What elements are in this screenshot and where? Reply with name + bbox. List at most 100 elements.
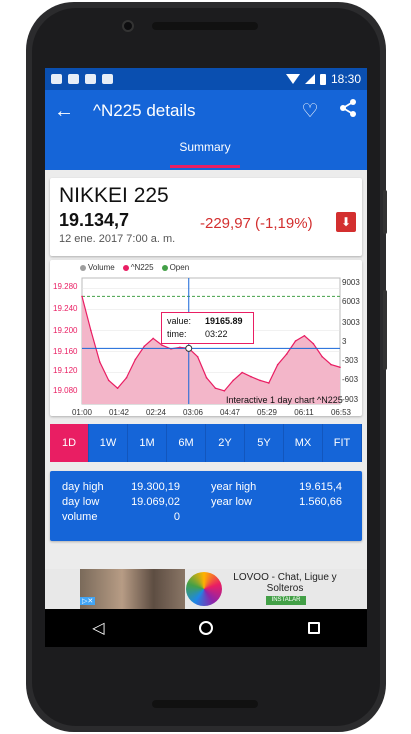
n225-point <box>312 342 315 345</box>
n225-point <box>161 344 163 346</box>
n225-point <box>205 376 208 379</box>
year-low-label: year low <box>211 496 252 508</box>
y-left-tick: 19.160 <box>53 347 78 356</box>
n225-point <box>232 379 235 382</box>
stats-card: day high 19.300,19 year high 19.615,4 da… <box>50 471 362 541</box>
app-notification-icon <box>102 74 113 84</box>
n225-point <box>134 358 137 361</box>
range-button-5y[interactable]: 5Y <box>245 424 284 462</box>
range-button-1m[interactable]: 1M <box>128 424 167 462</box>
y-left-tick: 19.200 <box>53 326 78 335</box>
index-name: NIKKEI 225 <box>59 184 169 207</box>
gmail-notification-icon <box>51 74 62 84</box>
stats-row: day high 19.300,19 year high 19.615,4 <box>62 481 350 496</box>
n225-point <box>116 387 119 390</box>
n225-point <box>107 379 110 382</box>
ad-choices-icon[interactable]: ▷✕ <box>80 597 96 605</box>
n225-point <box>196 355 199 358</box>
tab-summary[interactable]: Summary <box>179 140 231 154</box>
nav-recents-icon[interactable] <box>307 622 320 634</box>
y-right-tick: 6003 <box>342 297 360 306</box>
n225-point <box>241 371 243 374</box>
range-button-2y[interactable]: 2Y <box>206 424 245 462</box>
system-nav-bar: ◁ <box>45 609 367 647</box>
earpiece-speaker <box>152 22 258 30</box>
quote-date: 12 ene. 2017 7:00 a. m. <box>59 233 176 245</box>
chart-card[interactable]: Volume ^N225 Open 19.280 19.240 19.200 1… <box>50 260 362 417</box>
n225-point <box>339 366 341 369</box>
range-button-6m[interactable]: 6M <box>167 424 206 462</box>
share-icon-graphic <box>340 99 356 117</box>
n225-area <box>82 296 340 404</box>
n225-point <box>303 334 306 337</box>
n225-point <box>250 375 252 378</box>
year-high-value: 19.615,4 <box>299 481 342 493</box>
range-selector: 1D 1W 1M 6M 2Y 5Y MX FIT <box>50 424 362 462</box>
screen: 18:30 ← ^N225 details ♡ Summary NIKKEI 2… <box>45 68 367 647</box>
chart-tooltip: value: 19165.89 time: 03:22 <box>161 312 254 344</box>
price-chart[interactable] <box>50 260 362 416</box>
back-arrow-icon[interactable]: ← <box>54 99 74 122</box>
y-right-tick: -903 <box>342 395 359 404</box>
battery-icon <box>319 73 326 85</box>
x-tick: 03:06 <box>182 408 204 417</box>
range-button-fit[interactable]: FIT <box>323 424 362 462</box>
n225-point <box>285 353 288 355</box>
x-tick: 02:24 <box>145 408 167 417</box>
n225-point <box>143 345 146 348</box>
down-arrow-icon[interactable]: ⬇ <box>336 212 356 232</box>
nav-home-icon[interactable] <box>199 621 214 635</box>
quote-card: NIKKEI 225 19.134,7 -229,97 (-1,19%) 12 … <box>50 178 362 256</box>
status-time: 18:30 <box>330 72 361 86</box>
n225-point <box>81 295 83 298</box>
stats-row: day low 19.069,02 year low 1.560,66 <box>62 496 350 511</box>
y-left-tick: 19.240 <box>53 304 78 313</box>
crosshair-marker <box>185 344 193 352</box>
x-tick: 05:29 <box>256 408 278 417</box>
clipboard-notification-icon <box>85 74 96 84</box>
range-button-mx[interactable]: MX <box>284 424 323 462</box>
tooltip-value: 19165.89 <box>205 316 243 326</box>
year-low-value: 1.560,66 <box>299 496 342 508</box>
n225-point <box>276 363 279 366</box>
tooltip-time: 03:22 <box>205 329 228 339</box>
nav-back-icon[interactable]: ◁ <box>92 620 105 637</box>
volume-label: volume <box>62 511 98 523</box>
range-button-1w[interactable]: 1W <box>89 424 128 462</box>
n225-point <box>294 340 297 342</box>
signal-icon <box>304 74 315 84</box>
y-left-tick: 19.280 <box>53 282 78 291</box>
heart-icon[interactable]: ♡ <box>301 100 319 122</box>
tooltip-value-label: value: <box>167 316 192 326</box>
chart-caption: Interactive 1 day chart ^N225 <box>226 395 343 405</box>
day-high-value: 19.300,19 <box>131 481 180 493</box>
x-tick: 01:00 <box>71 408 93 417</box>
n225-point <box>90 329 92 332</box>
tab-indicator <box>170 165 240 168</box>
n225-point <box>268 382 270 384</box>
n225-point <box>330 363 332 366</box>
chart-legend: Volume ^N225 Open <box>80 263 189 272</box>
range-button-1d[interactable]: 1D <box>50 424 89 462</box>
n225-point <box>214 387 217 390</box>
day-high-label: day high <box>62 481 104 493</box>
n225-point <box>321 355 324 358</box>
bottom-speaker <box>152 700 258 708</box>
status-bar: 18:30 <box>45 68 367 90</box>
n225-point <box>152 337 154 340</box>
n225-point <box>223 390 226 392</box>
day-low-value: 19.069,02 <box>131 496 180 508</box>
index-change: -229,97 (-1,19%) <box>200 215 313 232</box>
year-high-label: year high <box>211 481 257 493</box>
ad-banner[interactable]: ▷✕ LOVOO - Chat, Ligue y Solteros INSTAL… <box>45 569 367 609</box>
ad-install-button[interactable]: INSTALAR <box>266 596 306 605</box>
y-left-tick: 19.080 <box>53 386 78 395</box>
ad-image <box>80 569 185 609</box>
legend-n225: ^N225 <box>122 263 154 272</box>
y-right-tick: 9003 <box>342 278 360 287</box>
n225-series-line <box>81 296 341 392</box>
n225-point <box>125 376 128 379</box>
share-icon[interactable] <box>329 98 367 124</box>
lovoo-logo-icon <box>186 572 222 606</box>
y-right-tick: 3003 <box>342 318 360 327</box>
